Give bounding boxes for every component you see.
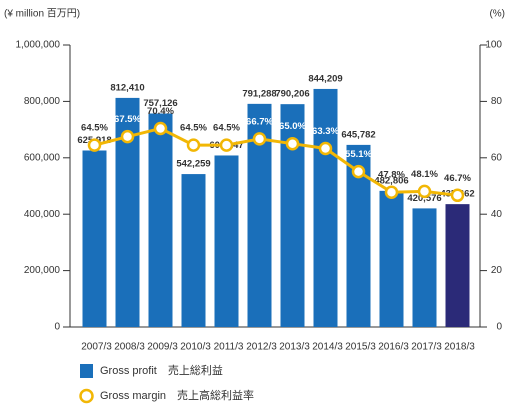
x-tick-label: 2013/3 [279,342,310,353]
x-tick-label: 2015/3 [345,342,376,353]
y2-tick-label: 80 [491,96,503,107]
y2-axis-label: (%) [489,9,505,20]
margin-marker [120,129,135,144]
x-tick-label: 2017/3 [411,342,442,353]
y-axis-label: (¥ million 百万円) [4,8,80,20]
x-tick-label: 2010/3 [180,342,211,353]
y-tick-label: 200,000 [24,265,61,276]
margin-marker [186,138,201,152]
legend-label: Gross margin 売上高総利益率 [100,388,254,402]
bar-value-label: 757,126 [143,98,177,109]
bar [445,204,470,327]
margin-value-label: 64.5% [81,123,108,134]
x-tick-label: 2018/3 [444,342,475,353]
legend-swatch [79,388,94,404]
y2-tick-label: 60 [491,152,503,163]
margin-value-label: 55.1% [345,149,372,160]
margin-marker [153,121,168,136]
bar [181,174,206,327]
y-tick-label: 600,000 [24,152,61,163]
bar-value-label: 790,206 [275,89,309,100]
margin-marker [351,164,366,179]
margin-value-label: 64.5% [180,123,207,134]
y-tick-label: 400,000 [24,209,61,220]
margin-marker [252,132,267,146]
margin-value-label: 66.7% [246,116,273,127]
margin-value-label: 64.5% [213,123,240,134]
bar-value-label: 482,806 [374,175,408,186]
margin-marker [384,185,399,199]
bar-value-label: 542,259 [176,159,210,170]
margin-marker [450,188,465,203]
bar-value-label: 791,288 [242,88,276,99]
bar [313,88,338,327]
margin-marker [219,138,234,152]
bar-value-label: 812,410 [110,82,144,93]
y2-tick-label: 100 [485,40,502,51]
x-tick-label: 2014/3 [312,342,343,353]
bar [412,208,437,327]
margin-value-label: 47.8% [378,170,405,181]
x-tick-label: 2009/3 [147,342,178,353]
margin-value-label: 70.4% [147,106,174,117]
legend-label: Gross profit 売上総利益 [100,363,223,377]
y2-tick-label: 0 [496,322,502,333]
bar [82,150,107,327]
margin-value-label: 46.7% [444,173,471,184]
margin-marker [87,138,102,152]
bar-value-label: 645,782 [341,129,375,140]
x-tick-label: 2012/3 [246,342,277,353]
margin-value-label: 63.3% [312,126,339,137]
bar [214,155,239,327]
x-tick-label: 2008/3 [114,342,145,353]
bar [148,113,173,327]
y-tick-label: 800,000 [24,96,61,107]
margin-value-label: 65.0% [279,121,306,132]
y-tick-label: 0 [54,322,60,333]
margin-marker [417,184,432,199]
bar-value-label: 844,209 [308,73,342,84]
margin-value-label: 48.1% [411,169,438,180]
x-tick-label: 2016/3 [378,342,409,353]
x-tick-label: 2007/3 [81,342,112,353]
y2-tick-label: 20 [491,265,503,276]
margin-value-label: 67.5% [114,114,141,125]
bar-value-label: 420,576 [407,193,441,204]
bar [379,190,404,327]
legend-swatch [80,364,93,378]
y2-tick-label: 40 [491,209,503,220]
x-tick-label: 2011/3 [214,342,244,353]
y-tick-label: 1,000,000 [16,40,61,51]
margin-marker [318,141,333,156]
margin-marker [285,136,300,151]
